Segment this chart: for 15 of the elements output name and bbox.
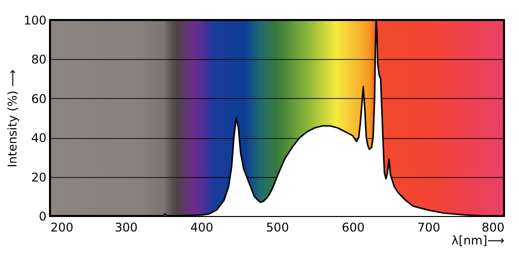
x-tick-label: 300 [114,220,138,234]
x-tick-label: 200 [50,220,74,234]
y-tick-label: 80 [31,52,46,67]
x-tick-label: 500 [266,220,289,234]
y-tick-label: 100 [24,14,46,28]
x-tick-label: 700 [417,220,440,234]
y-tick-label: 60 [31,92,46,106]
y-axis-title: Intensity (%) ⟶ [6,70,20,168]
x-tick-label: 600 [342,220,365,234]
y-tick-label: 20 [31,170,46,184]
x-tick-label: 400 [190,220,214,234]
y-tick-label: 0 [38,210,46,224]
x-axis-title: λ[nm]⟶ [452,234,504,248]
y-tick-label: 40 [31,131,46,146]
x-tick-label: 800 [482,220,504,234]
